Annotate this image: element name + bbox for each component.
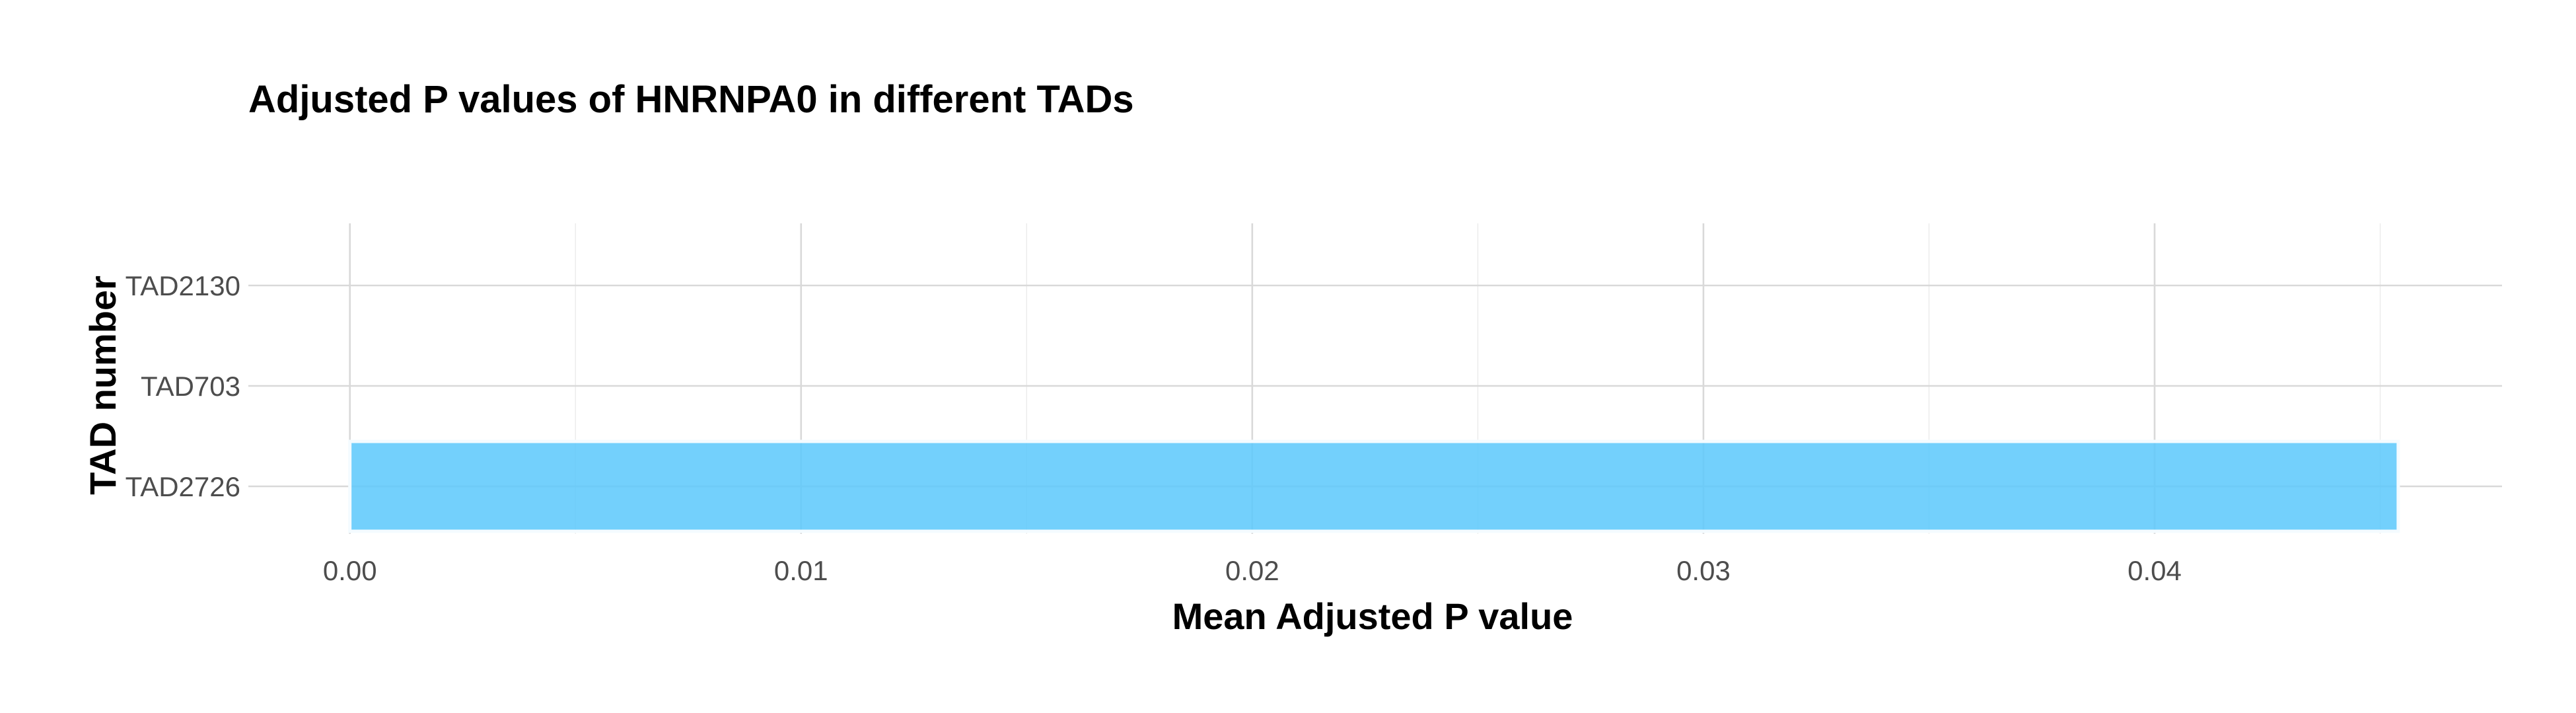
x-axis-title: Mean Adjusted P value	[1172, 595, 1573, 637]
x-tick-labels: 0.00 0.01 0.02 0.03 0.04	[323, 555, 2182, 586]
y-tick-label: TAD2726	[125, 471, 240, 502]
x-tick-label: 0.02	[1225, 555, 1279, 586]
y-axis-title: TAD number	[82, 276, 124, 495]
x-tick-label: 0.03	[1676, 555, 1731, 586]
x-tick-label: 0.00	[323, 555, 377, 586]
x-tick-label: 0.01	[774, 555, 828, 586]
bars	[348, 439, 2400, 533]
x-tick-label: 0.04	[2128, 555, 2182, 586]
bar-tad2726	[348, 439, 2400, 533]
chart-title: Adjusted P values of HNRNPA0 in differen…	[248, 78, 1134, 121]
y-tick-label: TAD703	[141, 371, 240, 402]
y-tick-labels: TAD2726 TAD703 TAD2130	[125, 270, 240, 502]
y-tick-label: TAD2130	[125, 270, 240, 301]
